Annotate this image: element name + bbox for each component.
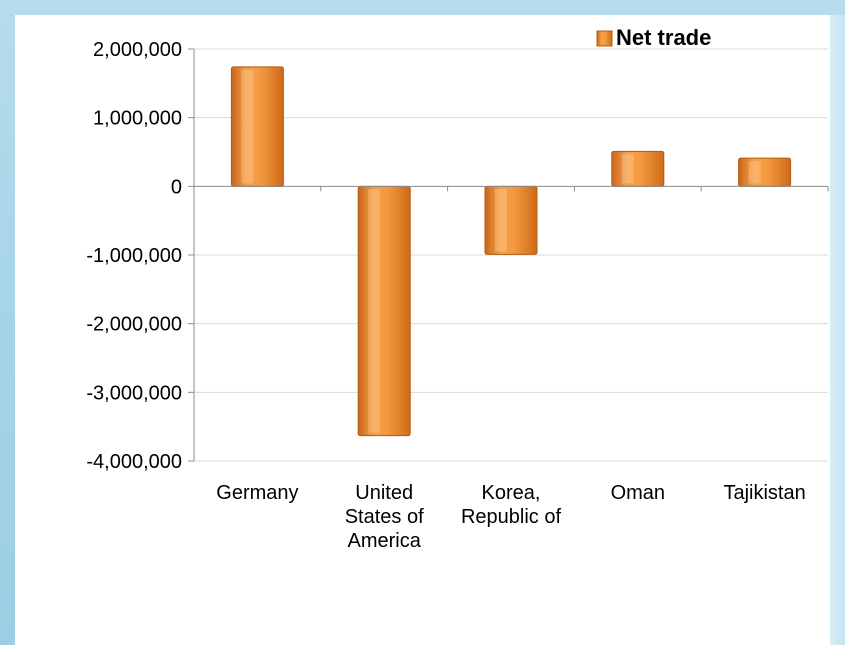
y-tick-label: -3,000,000	[86, 382, 182, 404]
x-category-label: Republic of	[461, 506, 562, 528]
y-tick-label: 0	[171, 176, 182, 198]
x-category-label: Germany	[216, 482, 298, 504]
x-category-label: Oman	[611, 482, 665, 504]
bar-highlight	[495, 189, 507, 252]
x-category-label: Tajikistan	[723, 482, 805, 504]
y-tick-label: 1,000,000	[93, 108, 182, 130]
chart-panel	[15, 15, 830, 645]
x-category-label: States of	[345, 506, 424, 528]
bar-highlight	[621, 154, 634, 184]
bars	[230, 66, 792, 437]
axes	[188, 48, 829, 462]
x-category-label: United	[355, 482, 413, 504]
y-tick-label: 2,000,000	[93, 39, 182, 61]
bar-highlight	[241, 69, 254, 184]
bar-highlight	[368, 189, 381, 433]
bar	[230, 66, 284, 187]
y-tick-label: -2,000,000	[86, 314, 182, 336]
y-tick-label: -1,000,000	[86, 245, 182, 267]
x-category-label: Korea,	[482, 482, 541, 504]
legend: Net trade	[596, 25, 711, 50]
legend-label: Net trade	[616, 25, 711, 50]
bar	[738, 157, 792, 187]
frame-edge	[830, 15, 845, 645]
y-tick-label: -4,000,000	[86, 451, 182, 473]
gridlines	[194, 48, 828, 462]
legend-swatch	[596, 30, 613, 47]
labels: 2,000,000 1,000,000 0 -1,000,000 -2,000,000 -…	[86, 39, 805, 552]
bar	[611, 150, 665, 187]
bar	[484, 185, 538, 255]
bar-highlight	[748, 161, 761, 184]
x-category-label: America	[348, 530, 422, 552]
bar	[357, 185, 411, 437]
